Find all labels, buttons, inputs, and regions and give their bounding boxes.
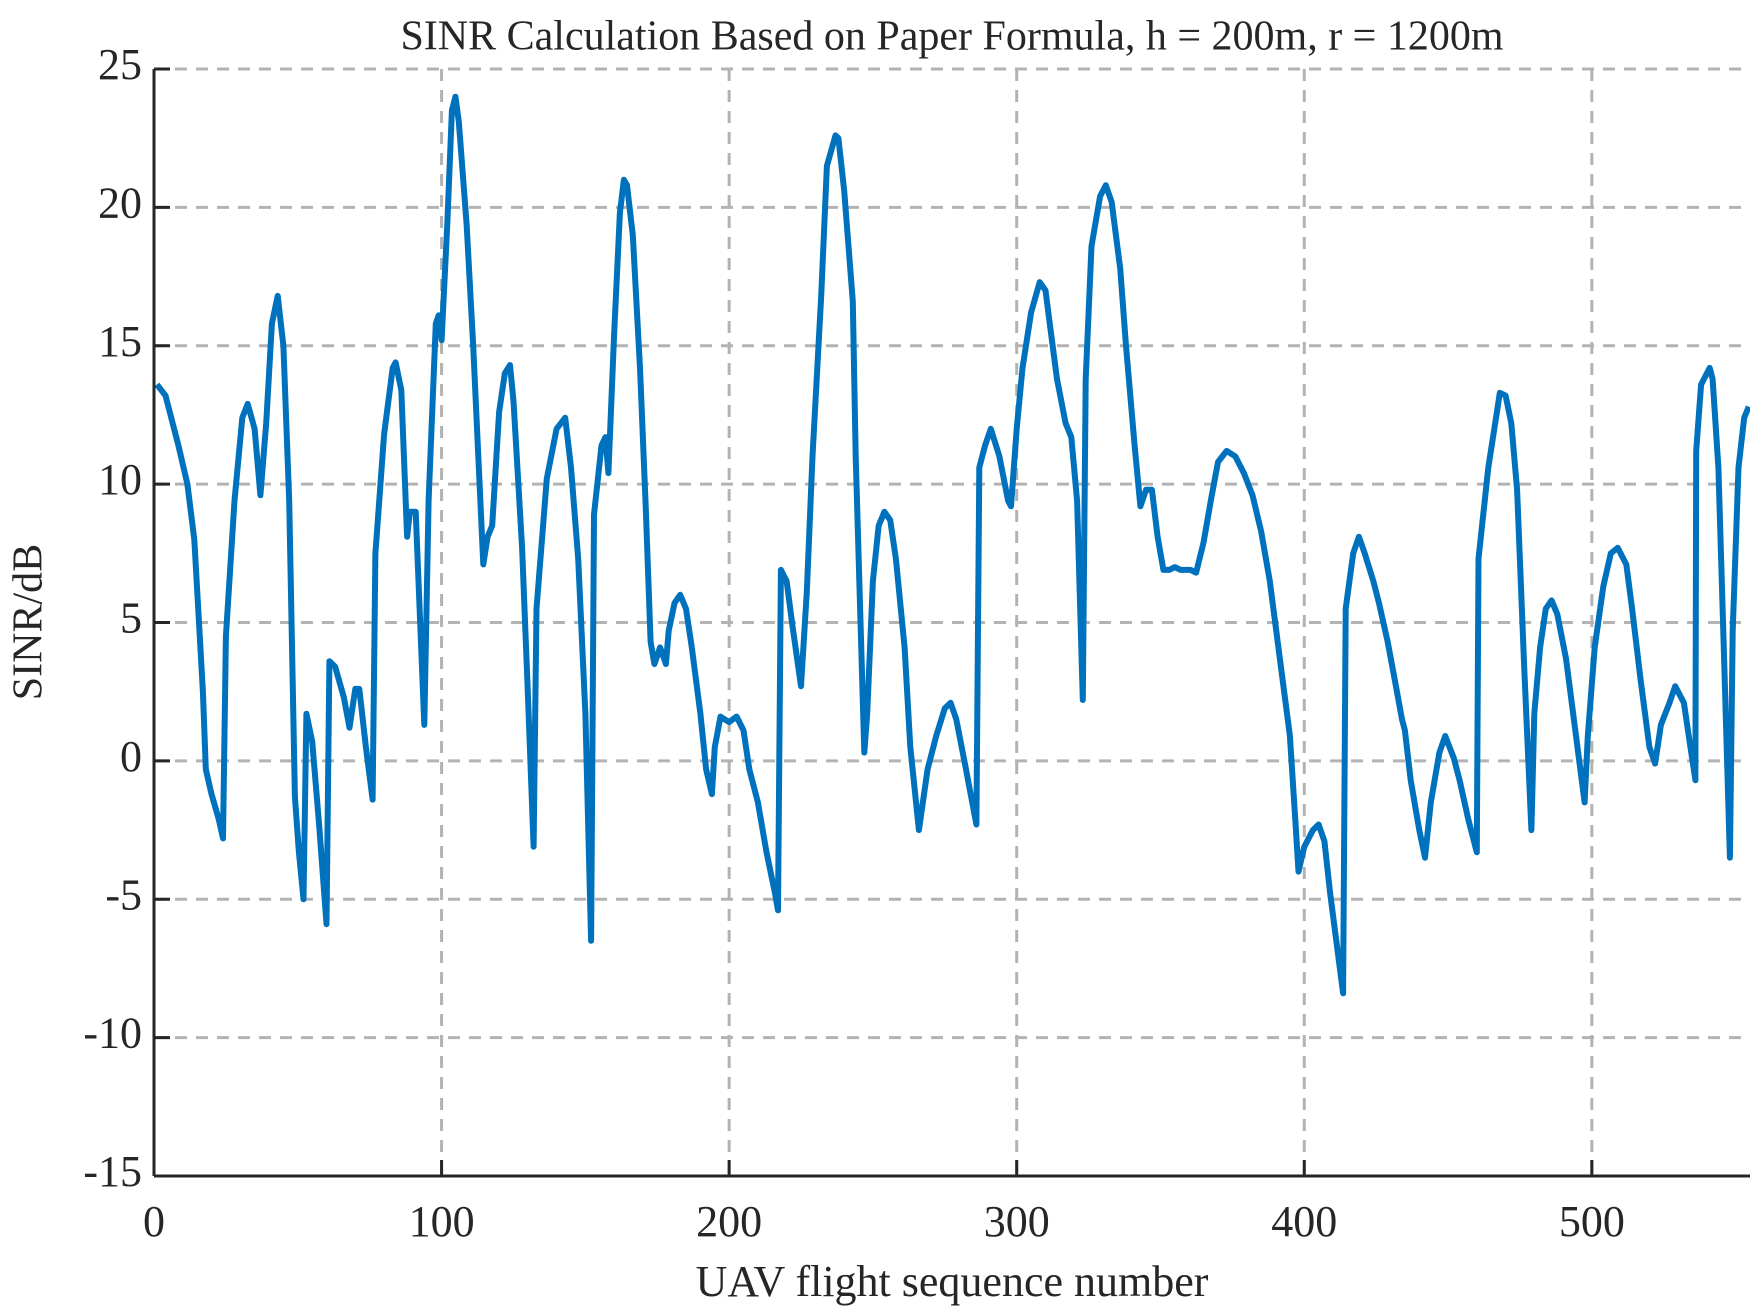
y-tick-label: 20 (98, 178, 142, 227)
y-tick-label: 10 (98, 455, 142, 504)
x-axis-label: UAV flight sequence number (696, 1257, 1209, 1306)
chart-title: SINR Calculation Based on Paper Formula,… (400, 14, 1503, 60)
x-tick-label: 400 (1271, 1197, 1337, 1246)
y-tick-label: 0 (120, 732, 142, 781)
y-tick-label: 25 (98, 40, 142, 89)
y-tick-label: -5 (105, 870, 142, 919)
y-tick-label: 5 (120, 594, 142, 643)
x-tick-label: 500 (1559, 1197, 1625, 1246)
y-tick-label: -15 (83, 1147, 142, 1196)
x-tick-label: 100 (409, 1197, 475, 1246)
y-axis-label: SINR/dB (6, 544, 52, 700)
x-tick-label: 0 (143, 1197, 165, 1246)
x-tick-label: 300 (984, 1197, 1050, 1246)
data-line (154, 93, 1750, 997)
x-tick-label: 200 (696, 1197, 762, 1246)
y-tick-label: 15 (98, 317, 142, 366)
y-tick-label: -10 (83, 1009, 142, 1058)
